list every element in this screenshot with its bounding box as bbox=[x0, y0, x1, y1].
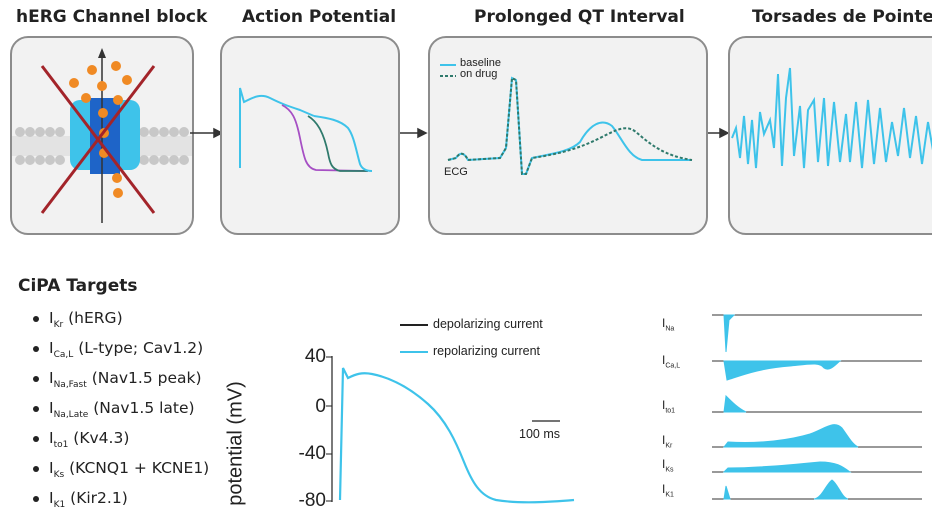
bullet-icon bbox=[33, 405, 39, 412]
cipa-target-item: INa,Late (Nav1.5 late) bbox=[33, 399, 195, 420]
qt-ecg-label: ECG bbox=[444, 166, 468, 178]
ion-icons bbox=[69, 61, 132, 198]
qt-panel: baseline on drug ECG bbox=[428, 36, 708, 235]
bullet-icon bbox=[33, 375, 39, 382]
ap-y-tick: 0 bbox=[315, 396, 326, 417]
cipa-target-item: IK1 (Kir2.1) bbox=[33, 489, 128, 510]
cipa-target-item: INa,Fast (Nav1.5 peak) bbox=[33, 369, 202, 390]
legend-depolarizing: depolarizing current bbox=[433, 317, 543, 331]
qt-legend-on-drug: on drug bbox=[460, 68, 498, 80]
qt-legend-baseline: baseline bbox=[460, 57, 501, 69]
cipa-title: CiPA Targets bbox=[18, 276, 138, 296]
cipa-target-item: IKr (hERG) bbox=[33, 309, 123, 330]
ap-y-tick: 40 bbox=[304, 346, 326, 367]
block-x-icon bbox=[40, 65, 156, 214]
qt-panel-title: Prolonged QT Interval bbox=[474, 7, 685, 27]
bullet-icon bbox=[33, 315, 39, 322]
ap-y-tick: -80 bbox=[298, 490, 326, 511]
tdp-panel-title: Torsades de Pointes bbox=[752, 7, 932, 27]
qt-ecg-traces bbox=[440, 64, 693, 175]
ap-traces bbox=[239, 87, 373, 172]
herg-channel-illustration bbox=[12, 48, 192, 223]
bullet-icon bbox=[33, 345, 39, 352]
current-label-ik1: IK1 bbox=[662, 482, 674, 499]
current-label-ikr: IKr bbox=[662, 433, 673, 450]
tdp-trace bbox=[731, 67, 932, 169]
current-label-iks: IKs bbox=[662, 457, 674, 474]
tdp-panel bbox=[728, 36, 932, 235]
cipa-target-item: IKs (KCNQ1 + KCNE1) bbox=[33, 459, 209, 480]
cipa-target-item: ICa,L (L-type; Cav1.2) bbox=[33, 339, 203, 360]
bullet-icon bbox=[33, 465, 39, 472]
ap-panel-title: Action Potential bbox=[242, 7, 397, 27]
herg-panel-title: hERG Channel block bbox=[16, 7, 208, 27]
current-label-ical: ICa,L bbox=[662, 353, 681, 370]
cipa-target-item: Ito1 (Kv4.3) bbox=[33, 429, 129, 450]
herg-panel bbox=[10, 36, 194, 235]
current-label-ito1: Ito1 bbox=[662, 398, 676, 415]
legend-repolarizing: repolarizing current bbox=[433, 344, 540, 358]
ap-y-tick: -40 bbox=[298, 443, 326, 464]
ap-panel bbox=[220, 36, 400, 235]
bullet-icon bbox=[33, 435, 39, 442]
bullet-icon bbox=[33, 495, 39, 502]
time-scale-label: 100 ms bbox=[519, 427, 560, 441]
current-label-ina: INa bbox=[662, 316, 675, 333]
